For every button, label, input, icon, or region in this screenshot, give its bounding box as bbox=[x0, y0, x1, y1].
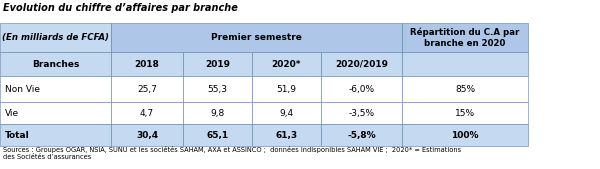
Text: Sources : Groupes OGAR, NSIA, SUNU et les sociétés SAHAM, AXA et ASSINCO ;  donn: Sources : Groupes OGAR, NSIA, SUNU et le… bbox=[3, 146, 461, 160]
Bar bbox=[321, 76, 402, 102]
Text: 100%: 100% bbox=[451, 131, 479, 140]
Bar bbox=[252, 76, 321, 102]
Text: 2018: 2018 bbox=[134, 60, 160, 69]
Bar bbox=[111, 23, 402, 52]
Text: -6,0%: -6,0% bbox=[349, 85, 374, 94]
Text: 2020/2019: 2020/2019 bbox=[335, 60, 388, 69]
Bar bbox=[0, 102, 111, 124]
Bar bbox=[252, 52, 321, 76]
Bar bbox=[321, 52, 402, 76]
Bar bbox=[402, 52, 528, 76]
Text: Répartition du C.A par
branche en 2020: Répartition du C.A par branche en 2020 bbox=[410, 28, 520, 47]
Text: 65,1: 65,1 bbox=[206, 131, 229, 140]
Bar bbox=[183, 124, 252, 146]
Text: 9,8: 9,8 bbox=[211, 109, 224, 118]
Text: 85%: 85% bbox=[455, 85, 475, 94]
Text: Vie: Vie bbox=[5, 109, 19, 118]
Text: Evolution du chiffre d’affaires par branche: Evolution du chiffre d’affaires par bran… bbox=[3, 3, 238, 13]
Bar bbox=[402, 124, 528, 146]
Bar bbox=[321, 124, 402, 146]
Text: 2019: 2019 bbox=[205, 60, 230, 69]
Text: 9,4: 9,4 bbox=[280, 109, 293, 118]
Bar bbox=[183, 76, 252, 102]
Text: 55,3: 55,3 bbox=[208, 85, 227, 94]
Bar bbox=[0, 76, 111, 102]
Text: 61,3: 61,3 bbox=[275, 131, 298, 140]
Bar bbox=[111, 124, 183, 146]
Text: 51,9: 51,9 bbox=[277, 85, 296, 94]
Text: -3,5%: -3,5% bbox=[349, 109, 374, 118]
Text: 4,7: 4,7 bbox=[140, 109, 154, 118]
Text: 15%: 15% bbox=[455, 109, 475, 118]
Bar bbox=[183, 52, 252, 76]
Bar bbox=[321, 102, 402, 124]
Bar bbox=[0, 52, 111, 76]
Text: Total: Total bbox=[5, 131, 29, 140]
Text: Non Vie: Non Vie bbox=[5, 85, 40, 94]
Text: -5,8%: -5,8% bbox=[347, 131, 376, 140]
Text: 25,7: 25,7 bbox=[137, 85, 157, 94]
Text: 2020*: 2020* bbox=[272, 60, 301, 69]
Text: Premier semestre: Premier semestre bbox=[211, 33, 302, 42]
Text: (En milliards de FCFA): (En milliards de FCFA) bbox=[2, 33, 109, 42]
Bar bbox=[111, 52, 183, 76]
Text: 30,4: 30,4 bbox=[136, 131, 158, 140]
Bar bbox=[402, 23, 528, 52]
Bar bbox=[402, 76, 528, 102]
Bar bbox=[252, 124, 321, 146]
Bar bbox=[111, 102, 183, 124]
Bar bbox=[111, 76, 183, 102]
Bar bbox=[0, 124, 111, 146]
Bar bbox=[252, 102, 321, 124]
Text: Branches: Branches bbox=[32, 60, 79, 69]
Bar bbox=[183, 102, 252, 124]
Bar bbox=[402, 102, 528, 124]
Bar bbox=[0, 23, 111, 52]
